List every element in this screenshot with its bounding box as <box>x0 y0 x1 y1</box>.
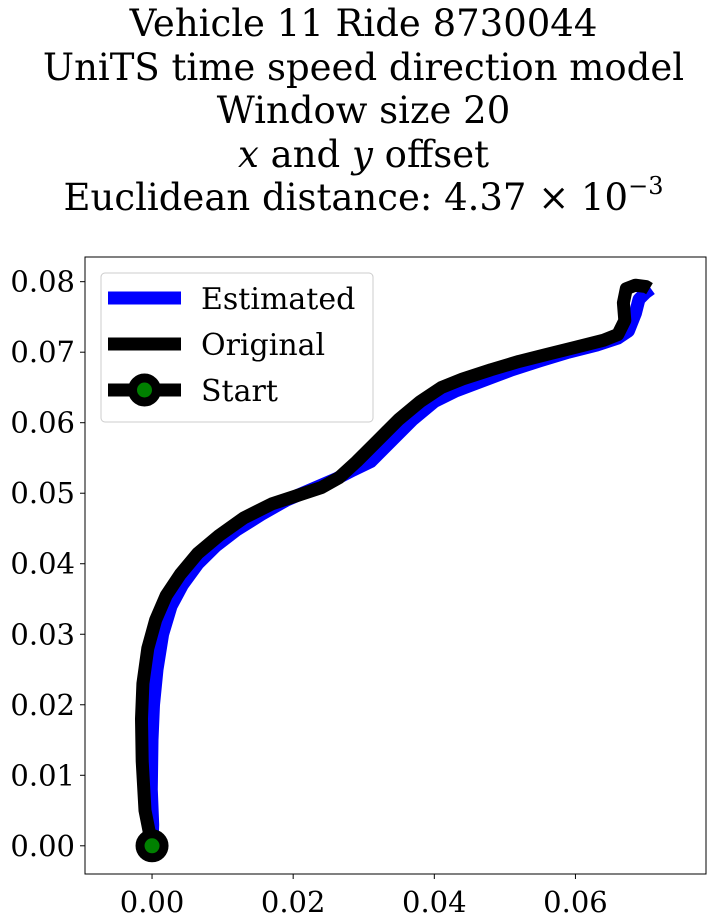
legend-label-estimated: Estimated <box>201 282 355 317</box>
title-and: and <box>258 132 352 176</box>
legend-label-start: Start <box>201 374 278 409</box>
title-line-3: Window size 20 <box>216 89 511 132</box>
y-tick-label: 0.02 <box>10 688 75 722</box>
title-line-4: x and y offset <box>0 133 727 177</box>
title-distance: Euclidean distance: 4.37 × 10 <box>63 176 629 219</box>
x-tick-label: 0.00 <box>120 885 185 919</box>
title-exponent: −3 <box>628 172 664 200</box>
chart-title: Vehicle 11 Ride 8730044 UniTS time speed… <box>0 2 727 220</box>
title-offset: offset <box>372 132 489 176</box>
y-tick-label: 0.05 <box>10 476 75 510</box>
legend-start-marker <box>128 373 161 407</box>
legend: Estimated Original Start <box>100 272 374 423</box>
legend-label-original: Original <box>201 328 325 363</box>
title-line-2: UniTS time speed direction model <box>42 45 685 89</box>
y-tick-label: 0.07 <box>10 335 75 369</box>
title-line-5: Euclidean distance: 4.37 × 10−3 <box>0 174 727 220</box>
y-tick-label: 0.00 <box>10 829 75 863</box>
start-marker <box>135 829 169 863</box>
y-tick-label: 0.01 <box>10 758 75 792</box>
x-axis: 0.00 0.02 0.04 0.06 <box>120 874 608 919</box>
x-tick-label: 0.06 <box>543 885 608 919</box>
title-x-symbol: x <box>238 132 259 176</box>
y-tick-label: 0.04 <box>10 547 75 581</box>
axes-frame <box>84 256 707 875</box>
series-line-original <box>135 278 653 848</box>
title-line-1: Vehicle 11 Ride 8730044 <box>129 2 598 45</box>
x-tick-label: 0.02 <box>261 885 326 919</box>
y-axis: 0.00 0.01 0.02 0.03 0.04 0.05 0.06 0.07 0.08 <box>10 265 85 863</box>
y-tick-label: 0.06 <box>10 406 75 440</box>
y-tick-label: 0.08 <box>10 265 75 299</box>
series-layer <box>135 278 655 863</box>
y-tick-label: 0.03 <box>10 617 75 651</box>
title-y-symbol: y <box>352 132 373 176</box>
x-tick-label: 0.04 <box>402 885 467 919</box>
